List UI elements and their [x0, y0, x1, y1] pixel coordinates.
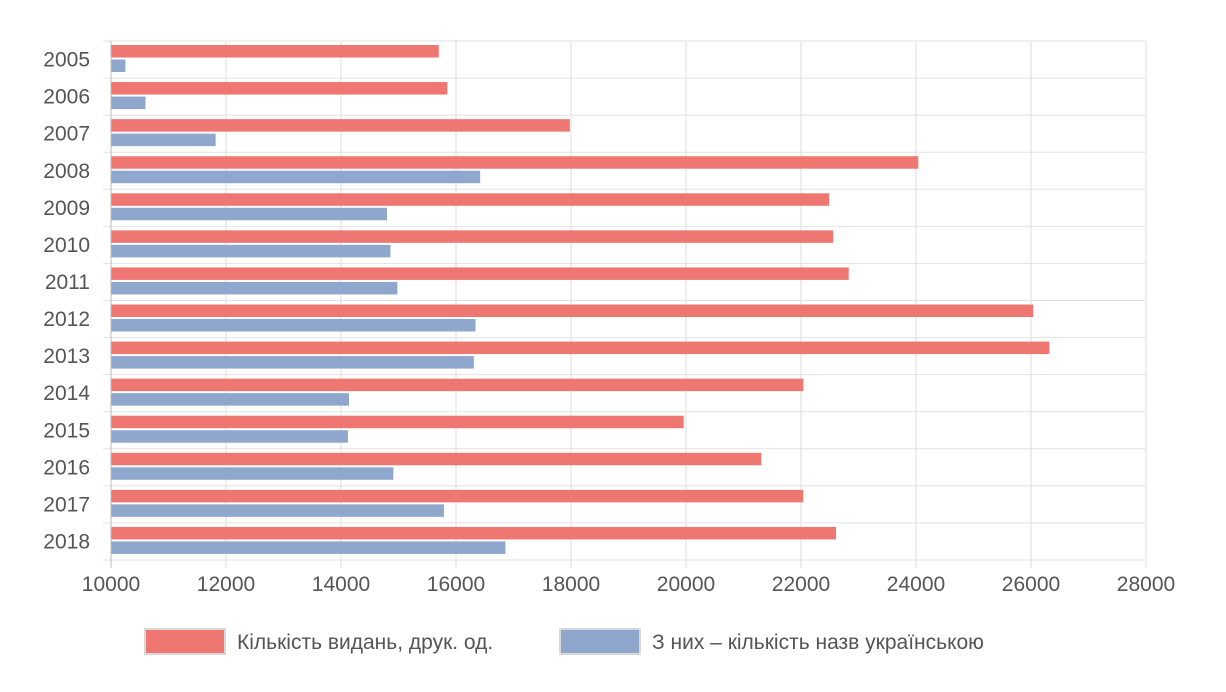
bar-editions — [111, 452, 762, 466]
bar-editions — [111, 415, 684, 429]
bar-editions — [111, 230, 834, 243]
y-tick-label: 2018 — [43, 530, 90, 553]
y-tick-label: 2014 — [43, 382, 90, 405]
y-tick-label: 2016 — [43, 456, 90, 479]
y-tick-label: 2006 — [43, 86, 90, 109]
bar-ukrainian-titles — [111, 393, 350, 406]
legend-label: Кількість видань, друк. од. — [237, 631, 493, 654]
bar-group — [111, 45, 1050, 554]
bar-ukrainian-titles — [111, 541, 506, 554]
legend-swatch — [144, 628, 226, 655]
legend-swatch — [559, 628, 641, 655]
y-tick-label: 2017 — [43, 493, 90, 516]
y-axis-labels: 2005 2006 2007 2008 2009 2010 2011 2012 2013 2014… — [43, 49, 90, 554]
bar-ukrainian-titles — [111, 59, 126, 72]
bar-ukrainian-titles — [111, 133, 216, 147]
y-tick-label: 2012 — [43, 308, 90, 331]
x-tick-label: 12000 — [197, 573, 255, 596]
y-tick-label: 2010 — [43, 234, 90, 257]
y-tick-label: 2013 — [43, 345, 90, 368]
bar-ukrainian-titles — [111, 170, 481, 184]
legend-label: З них – кількість назв українською — [652, 631, 984, 654]
bar-editions — [111, 82, 448, 95]
bar-editions — [111, 378, 804, 392]
bar-ukrainian-titles — [111, 467, 394, 480]
bar-editions — [111, 489, 804, 503]
bar-editions — [111, 304, 1034, 317]
bar-editions — [111, 526, 837, 540]
y-tick-label: 2007 — [43, 123, 90, 146]
bar-editions — [111, 45, 439, 58]
x-tick-label: 22000 — [772, 573, 830, 596]
x-tick-label: 24000 — [887, 573, 945, 596]
bar-editions — [111, 119, 570, 132]
bar-editions — [111, 156, 919, 169]
grid-lines — [103, 40, 1147, 568]
bar-ukrainian-titles — [111, 430, 348, 443]
bar-editions — [111, 193, 830, 206]
x-tick-label: 26000 — [1002, 573, 1060, 596]
x-tick-label: 18000 — [542, 573, 600, 596]
x-tick-label: 28000 — [1117, 573, 1175, 596]
y-tick-label: 2015 — [43, 419, 90, 442]
legend: Кількість видань, друк. од. З них – кільк… — [144, 628, 984, 655]
y-tick-label: 2008 — [43, 160, 90, 183]
y-tick-label: 2009 — [43, 197, 90, 220]
x-axis-labels: 10000 12000 14000 16000 18000 20000 22000 24000… — [82, 573, 1175, 596]
x-tick-label: 14000 — [312, 573, 370, 596]
x-tick-label: 16000 — [427, 573, 485, 596]
bar-ukrainian-titles — [111, 244, 391, 258]
x-tick-label: 10000 — [82, 573, 140, 596]
bar-ukrainian-titles — [111, 356, 474, 369]
bar-ukrainian-titles — [111, 96, 146, 110]
y-tick-label: 2011 — [45, 271, 90, 294]
bar-editions — [111, 267, 849, 280]
x-tick-label: 20000 — [657, 573, 715, 596]
bar-ukrainian-titles — [111, 319, 476, 332]
bar-ukrainian-titles — [111, 207, 387, 221]
y-tick-label: 2005 — [43, 49, 90, 72]
bar-editions — [111, 341, 1050, 355]
bar-ukrainian-titles — [111, 504, 444, 517]
bar-ukrainian-titles — [111, 281, 398, 295]
